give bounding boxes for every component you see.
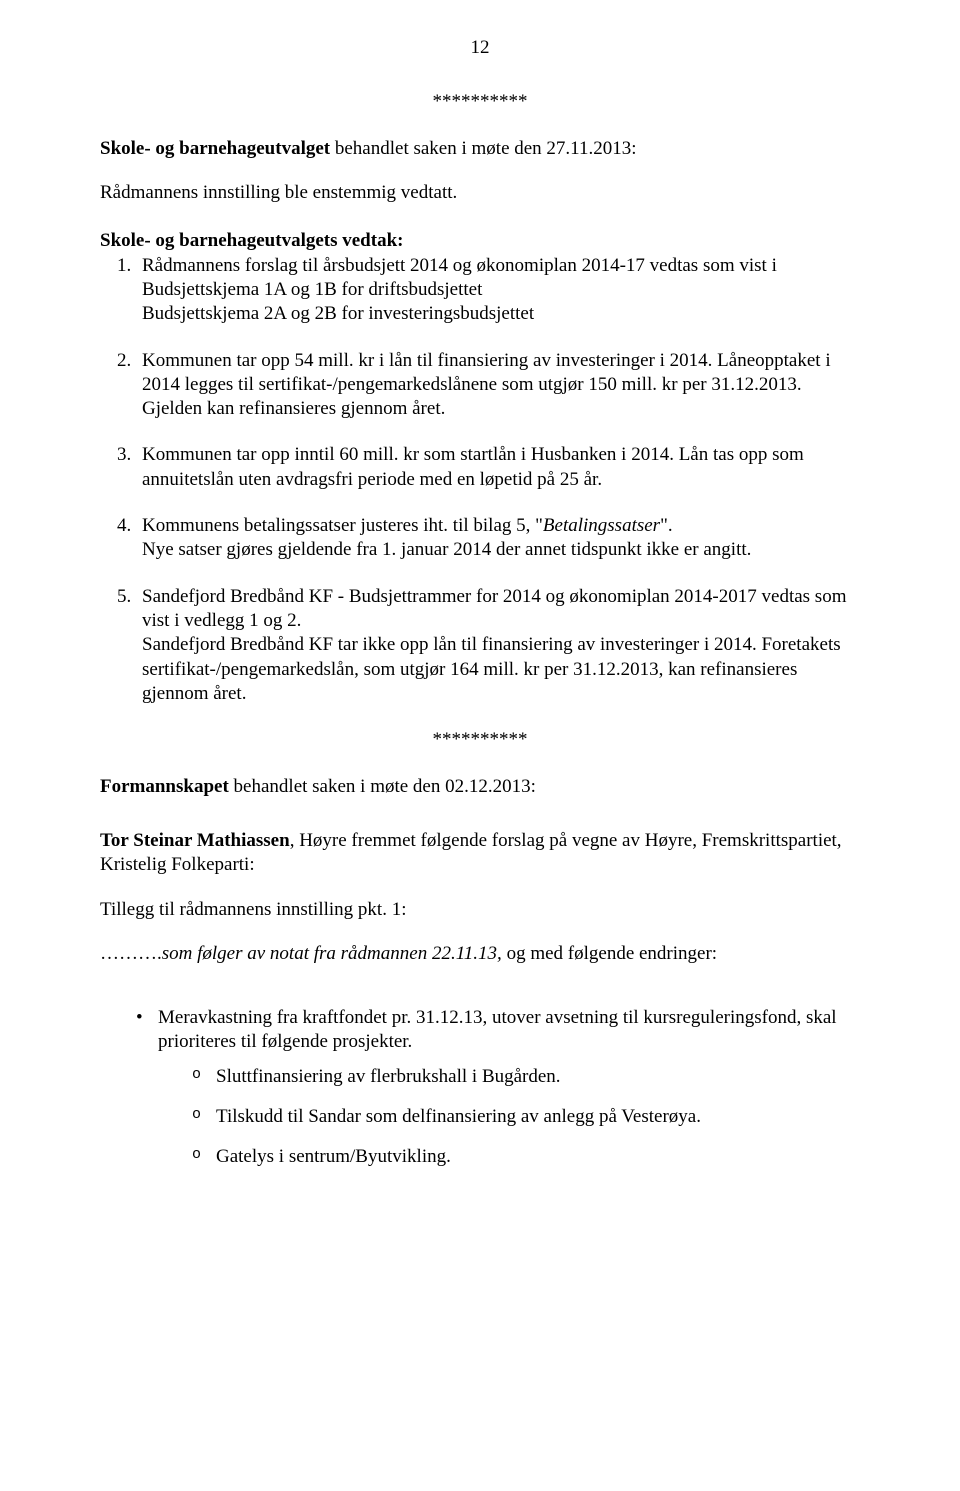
- sub-bullet-list: Sluttfinansiering av flerbrukshall i Bug…: [158, 1065, 860, 1170]
- li4-italic: Betalingssatser: [543, 515, 660, 536]
- li1-line2: Budsjettskjema 2A og 2B for investerings…: [142, 303, 534, 324]
- tor-line: Tor Steinar Mathiassen, Høyre fremmet fø…: [100, 829, 860, 878]
- list-item-1: Rådmannens forslag til årsbudsjett 2014 …: [136, 254, 860, 327]
- list-item-2: Kommunen tar opp 54 mill. kr i lån til f…: [136, 349, 860, 422]
- tillegg-line: Tillegg til rådmannens innstilling pkt. …: [100, 898, 860, 922]
- list-item-5: Sandefjord Bredbånd KF - Budsjettrammer …: [136, 585, 860, 707]
- li4-pre: Kommunens betalingssatser justeres iht. …: [142, 515, 543, 536]
- li5-a: Sandefjord Bredbånd KF - Budsjettrammer …: [142, 586, 846, 631]
- li4-line2: Nye satser gjøres gjeldende fra 1. janua…: [142, 539, 751, 560]
- sub-bullet-1: Sluttfinansiering av flerbrukshall i Bug…: [192, 1065, 860, 1089]
- resolution-list: Rådmannens forslag til årsbudsjett 2014 …: [100, 254, 860, 707]
- dotted-line: ……….som følger av notat fra rådmannen 22…: [100, 942, 860, 966]
- separator-stars-2: **********: [100, 728, 860, 752]
- li4-post: ".: [660, 515, 673, 536]
- sub-bullet-2: Tilskudd til Sandar som delfinansiering …: [192, 1105, 860, 1129]
- radmann-innstilling: Rådmannens innstilling ble enstemmig ved…: [100, 181, 860, 205]
- skole-intro-bold: Skole- og barnehageutvalget: [100, 138, 330, 159]
- form-rest: behandlet saken i møte den 02.12.2013:: [229, 776, 536, 797]
- separator-stars: **********: [100, 90, 860, 114]
- li1-line1: Rådmannens forslag til årsbudsjett 2014 …: [142, 255, 777, 300]
- bullet-main-text: Meravkastning fra kraftfondet pr. 31.12.…: [158, 1007, 837, 1052]
- bullet-list: Meravkastning fra kraftfondet pr. 31.12.…: [100, 1006, 860, 1170]
- skole-intro: Skole- og barnehageutvalget behandlet sa…: [100, 137, 860, 161]
- dotted-italic: som følger av notat fra rådmannen 22.11.…: [162, 943, 502, 964]
- sub-bullet-3: Gatelys i sentrum/Byutvikling.: [192, 1145, 860, 1169]
- list-item-3: Kommunen tar opp inntil 60 mill. kr som …: [136, 443, 860, 492]
- page-number: 12: [100, 36, 860, 60]
- dotted-rest: og med følgende endringer:: [502, 943, 717, 964]
- list-item-4: Kommunens betalingssatser justeres iht. …: [136, 514, 860, 563]
- dots: ……….: [100, 943, 162, 964]
- document-page: 12 ********** Skole- og barnehageutvalge…: [0, 0, 960, 1246]
- skole-vedtak-heading: Skole- og barnehageutvalgets vedtak:: [100, 229, 860, 253]
- formannskapet-line: Formannskapet behandlet saken i møte den…: [100, 775, 860, 799]
- li5-b: Sandefjord Bredbånd KF tar ikke opp lån …: [142, 634, 841, 704]
- bullet-item: Meravkastning fra kraftfondet pr. 31.12.…: [136, 1006, 860, 1170]
- skole-intro-rest: behandlet saken i møte den 27.11.2013:: [330, 138, 636, 159]
- form-bold: Formannskapet: [100, 776, 229, 797]
- tor-name: Tor Steinar Mathiassen: [100, 830, 290, 851]
